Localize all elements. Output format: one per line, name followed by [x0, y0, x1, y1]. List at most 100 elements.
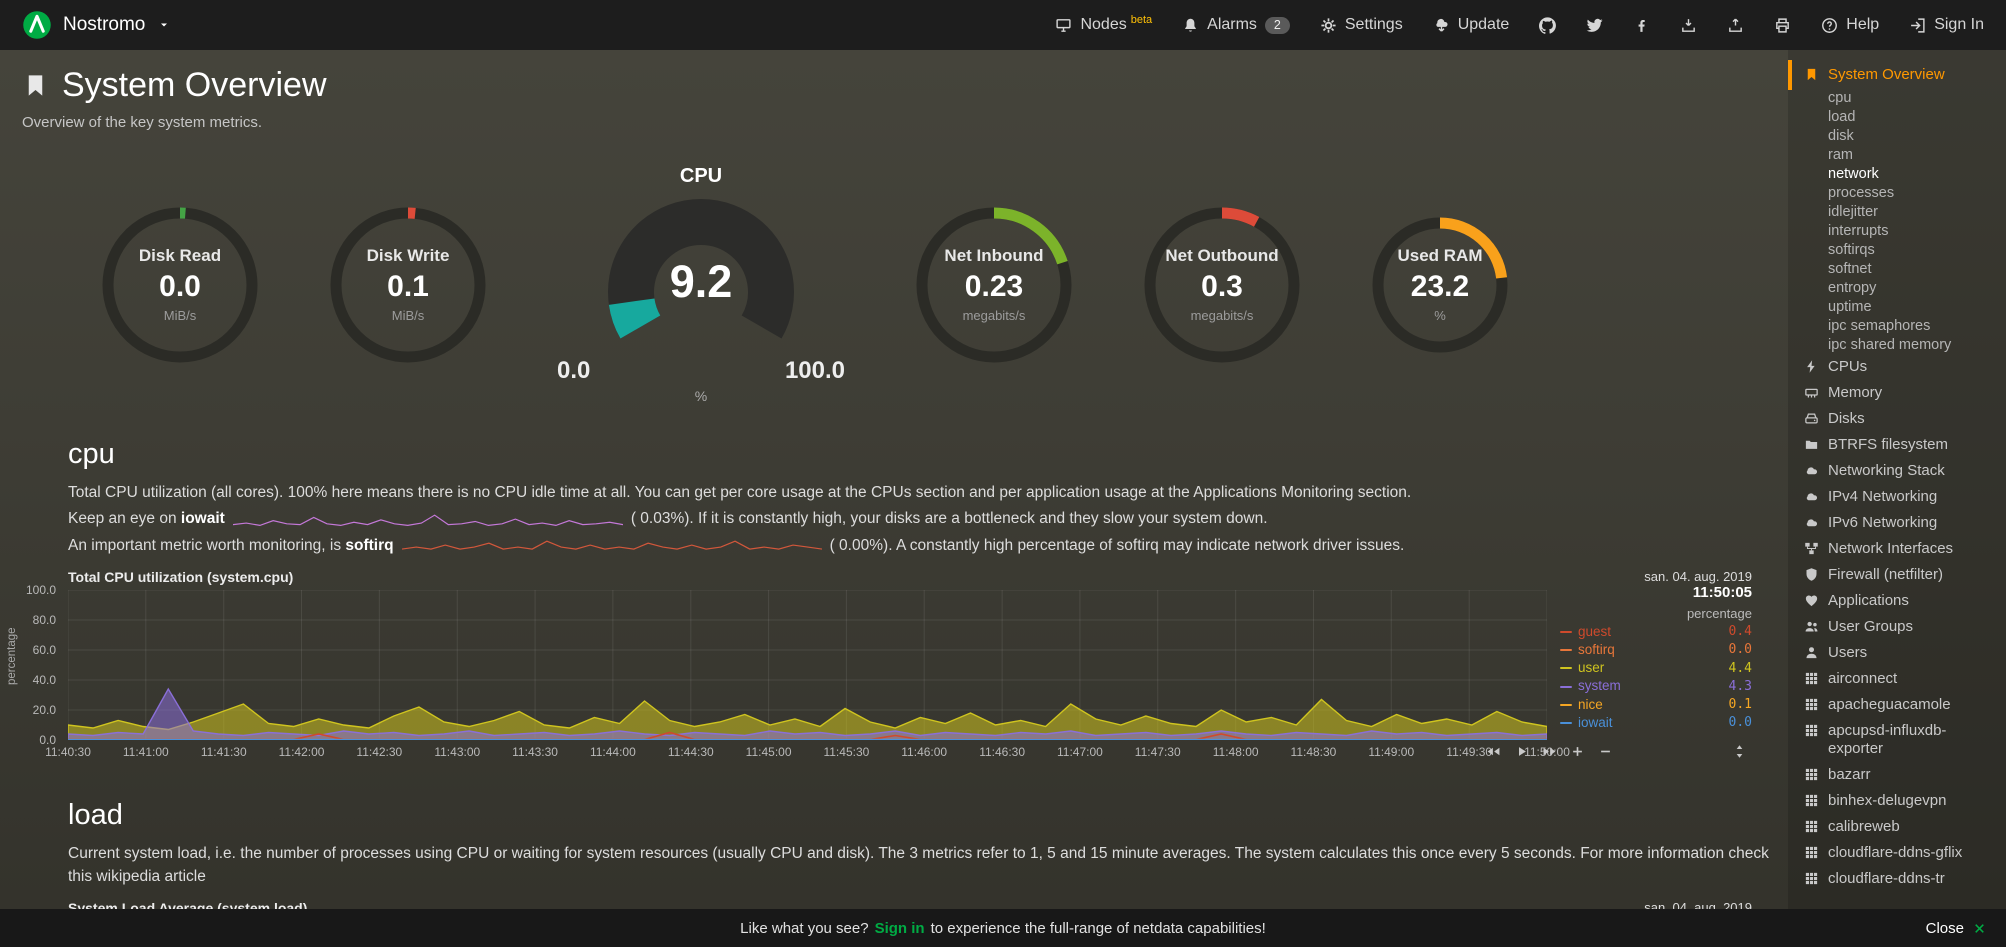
sidebar-subitem-uptime[interactable]: uptime: [1828, 298, 1872, 315]
iowait-sparkline[interactable]: [233, 511, 623, 527]
sidebar-item-cpus[interactable]: CPUs: [1804, 354, 2000, 380]
cpu-chart-canvas[interactable]: 100.0 80.0 60.0 40.0 20.0 0.0 percentage: [6, 583, 1547, 747]
legend-row-iowait[interactable]: iowait 0.0: [1560, 714, 1752, 732]
nav-item-export-snapshot[interactable]: [1727, 17, 1744, 34]
legend-row-system[interactable]: system 4.3: [1560, 677, 1752, 695]
sidebar-subitem-processes[interactable]: processes: [1828, 184, 1895, 201]
sidebar-subitem-softirqs[interactable]: softirqs: [1828, 241, 1875, 258]
page-title: System Overview: [22, 66, 1778, 105]
sidebar-item-ipv6-networking[interactable]: IPv6 Networking: [1804, 510, 2000, 536]
nav-item-help[interactable]: Help: [1821, 16, 1879, 34]
heart-icon: [1804, 593, 1819, 608]
resize-handle-icon[interactable]: [1732, 744, 1747, 764]
sidebar-subitem-entropy[interactable]: entropy: [1828, 279, 1877, 296]
sidebar-item-network-interfaces[interactable]: Network Interfaces: [1804, 536, 2000, 562]
sidebar-item-apacheguacamole[interactable]: apacheguacamole: [1804, 692, 2000, 718]
sidebar-subitem-ram[interactable]: ram: [1828, 146, 1853, 163]
sidebar-item-label: BTRFS filesystem: [1828, 436, 1949, 453]
sidebar-item-calibreweb[interactable]: calibreweb: [1804, 814, 2000, 840]
host-name: Nostromo: [63, 14, 146, 35]
nav-item-print[interactable]: [1774, 17, 1791, 34]
nav-item-update[interactable]: Update: [1433, 16, 1509, 34]
load-description: Current system load, i.e. the number of …: [68, 844, 1769, 885]
sidebar-item-label: Firewall (netfilter): [1828, 566, 1944, 583]
print-icon: [1774, 17, 1791, 34]
cloud-icon: [1804, 489, 1819, 504]
sidebar-subitem-disk[interactable]: disk: [1828, 127, 1854, 144]
sign-in-link[interactable]: Sign in: [874, 919, 925, 937]
sidebar-subitem-interrupts[interactable]: interrupts: [1828, 222, 1889, 239]
sidebar-item-cloudflare-ddns-tr[interactable]: cloudflare-ddns-tr: [1804, 866, 2000, 892]
sidebar-item-disks[interactable]: Disks: [1804, 406, 2000, 432]
nav-item-import-snapshot[interactable]: [1680, 17, 1697, 34]
x-tick: 11:49:30: [1446, 744, 1493, 759]
x-tick: 11:43:00: [434, 744, 481, 759]
bell-icon: [1182, 17, 1199, 34]
forward-icon[interactable]: [1542, 744, 1557, 759]
gauge-title: Used RAM: [1397, 246, 1483, 265]
nav-item-label: Help: [1846, 16, 1880, 33]
sidebar-subitem-network[interactable]: network: [1828, 165, 1879, 182]
sidebar-item-label: IPv6 Networking: [1828, 514, 1938, 531]
gauge-value: 23.2: [1410, 270, 1470, 303]
cloud-download-icon: [1433, 17, 1450, 34]
gauge-used-ram[interactable]: Used RAM 23.2%: [1365, 210, 1515, 360]
sidebar-item-cloudflare-ddns-gflix[interactable]: cloudflare-ddns-gflix: [1804, 840, 2000, 866]
sidebar-item-binhex-delugevpn[interactable]: binhex-delugevpn: [1804, 788, 2000, 814]
gauge-disk-read[interactable]: Disk Read 0.0 MiB/s: [95, 200, 265, 370]
sidebar-subitem-ipc-shared-memory[interactable]: ipc shared memory: [1828, 336, 1952, 353]
sidebar-item-user-groups[interactable]: User Groups: [1804, 614, 2000, 640]
backward-icon[interactable]: [1486, 744, 1501, 759]
sidebar-item-airconnect[interactable]: airconnect: [1804, 666, 2000, 692]
minus-icon[interactable]: [1598, 744, 1613, 759]
sidebar-subitem-load[interactable]: load: [1828, 108, 1856, 125]
nav-item-facebook[interactable]: [1633, 17, 1650, 34]
sidebar-item-users[interactable]: Users: [1804, 640, 2000, 666]
gauge-unit: megabits/s: [1190, 308, 1254, 323]
sidebar-item-firewall-netfilter[interactable]: Firewall (netfilter): [1804, 562, 2000, 588]
legend-row-guest[interactable]: guest 0.4: [1560, 623, 1752, 641]
sidebar-item-bazarr[interactable]: bazarr: [1804, 762, 2000, 788]
nav-item-sign-in[interactable]: Sign In: [1909, 16, 1984, 34]
sidebar-item-label: apcupsd-influxdb-exporter: [1828, 722, 1947, 757]
gauge-max: 100.0: [784, 357, 845, 384]
nav-item-settings[interactable]: Settings: [1320, 16, 1403, 34]
softirq-sparkline[interactable]: [402, 537, 822, 553]
nav-item-twitter[interactable]: [1586, 17, 1603, 34]
gauges-row: Disk Read 0.0 MiB/s Disk Write 0.1 MiB/s CPU 9.…: [22, 165, 1778, 404]
sidebar-item-networking-stack[interactable]: Networking Stack: [1804, 458, 2000, 484]
sidebar-subitem-ipc-semaphores[interactable]: ipc semaphores: [1828, 317, 1931, 334]
sidebar-subitem-cpu[interactable]: cpu: [1828, 89, 1852, 106]
banner-close-button[interactable]: Close: [1926, 920, 1986, 937]
gauge-disk-write[interactable]: Disk Write 0.1 MiB/s: [323, 200, 493, 370]
gauge-net-inbound[interactable]: Net Inbound 0.23 megabits/s: [909, 200, 1079, 370]
legend-row-nice[interactable]: nice 0.1: [1560, 696, 1752, 714]
host-selector[interactable]: Nostromo: [22, 10, 170, 40]
ring-gauge-arc: [1372, 217, 1508, 352]
sidebar-item-applications[interactable]: Applications: [1804, 588, 2000, 614]
nav-item-alarms[interactable]: Alarms 2: [1182, 16, 1290, 34]
gauge-cpu[interactable]: CPU 9.2 0.0 100.0%: [551, 165, 851, 404]
netdata-logo: [22, 10, 52, 40]
ring-gauge-arc: [102, 207, 258, 362]
legend-row-softirq[interactable]: softirq 0.0: [1560, 641, 1752, 659]
sidebar-subitem-idlejitter[interactable]: idlejitter: [1828, 203, 1878, 220]
sidebar-item-btrfs-filesystem[interactable]: BTRFS filesystem: [1804, 432, 2000, 458]
x-tick: 11:45:30: [823, 744, 870, 759]
legend-row-user[interactable]: user 4.4: [1560, 659, 1752, 677]
play-icon[interactable]: [1514, 744, 1529, 759]
nav-item-nodes[interactable]: Nodes beta: [1055, 14, 1152, 34]
nav-item-label: Alarms: [1207, 16, 1257, 33]
alarm-count-badge: 2: [1264, 16, 1290, 34]
gauge-net-outbound[interactable]: Net Outbound 0.3 megabits/s: [1137, 200, 1307, 370]
cloud-icon: [1804, 515, 1819, 530]
sidebar-item-system-overview[interactable]: System Overview: [1788, 60, 2000, 90]
sidebar-item-ipv4-networking[interactable]: IPv4 Networking: [1804, 484, 2000, 510]
sidebar-item-label: cloudflare-ddns-gflix: [1828, 844, 1963, 861]
sidebar-subitem-softnet[interactable]: softnet: [1828, 260, 1872, 277]
sidebar-item-label: Applications: [1828, 592, 1909, 609]
sidebar-item-memory[interactable]: Memory: [1804, 380, 2000, 406]
sidebar-item-apcupsd-influxdb-exporter[interactable]: apcupsd-influxdb-exporter: [1804, 718, 2000, 762]
nav-item-github[interactable]: [1539, 17, 1556, 34]
plus-icon[interactable]: [1570, 744, 1585, 759]
